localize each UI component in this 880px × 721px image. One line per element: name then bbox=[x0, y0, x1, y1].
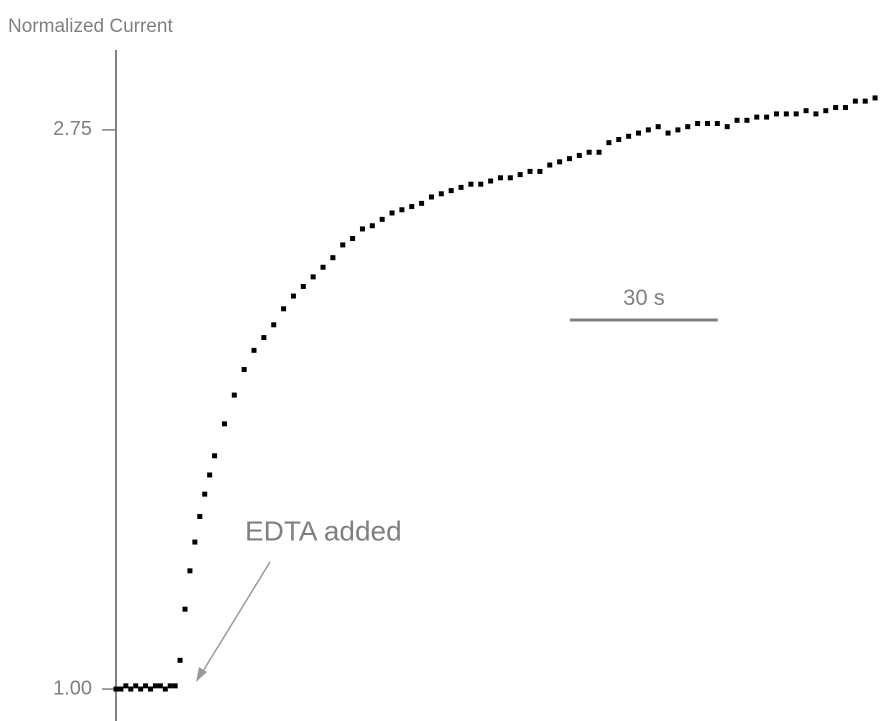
data-point bbox=[507, 175, 513, 181]
data-point bbox=[783, 111, 789, 117]
data-point bbox=[148, 686, 154, 692]
data-point bbox=[187, 568, 193, 574]
data-point bbox=[281, 306, 287, 312]
data-point bbox=[517, 172, 523, 178]
data-point bbox=[852, 98, 858, 104]
arrow-head bbox=[196, 667, 207, 682]
data-point bbox=[665, 130, 671, 136]
data-point bbox=[537, 168, 543, 174]
data-point bbox=[290, 293, 296, 299]
data-point bbox=[488, 178, 494, 184]
data-point bbox=[764, 114, 770, 120]
data-point bbox=[202, 491, 208, 497]
data-point bbox=[714, 120, 720, 126]
y-tick-label: 1.00 bbox=[53, 677, 92, 699]
data-point bbox=[251, 347, 257, 353]
data-point bbox=[118, 686, 124, 692]
data-point bbox=[734, 117, 740, 123]
data-point bbox=[744, 117, 750, 123]
data-point bbox=[448, 188, 454, 194]
data-point bbox=[389, 210, 395, 216]
data-point bbox=[310, 274, 316, 280]
data-point bbox=[330, 255, 336, 261]
data-point bbox=[399, 207, 405, 213]
data-point bbox=[773, 111, 779, 117]
data-point bbox=[655, 124, 661, 130]
data-point bbox=[162, 686, 168, 692]
data-point bbox=[419, 200, 425, 206]
data-point bbox=[675, 127, 681, 133]
data-point bbox=[359, 226, 365, 232]
data-point bbox=[438, 191, 444, 197]
data-point bbox=[793, 111, 799, 117]
data-point bbox=[803, 108, 809, 114]
data-point bbox=[167, 683, 173, 689]
data-point bbox=[192, 539, 198, 545]
data-point bbox=[350, 236, 356, 242]
data-point bbox=[596, 149, 602, 155]
data-point bbox=[241, 367, 247, 373]
data-point bbox=[586, 149, 592, 155]
data-point bbox=[221, 421, 227, 427]
data-point bbox=[271, 322, 277, 328]
data-point bbox=[527, 168, 533, 174]
data-point bbox=[724, 124, 730, 130]
data-point bbox=[754, 114, 760, 120]
data-point bbox=[261, 335, 267, 341]
data-point bbox=[635, 130, 641, 136]
data-point bbox=[128, 686, 134, 692]
data-point bbox=[182, 606, 188, 612]
data-point bbox=[576, 152, 582, 158]
data-point bbox=[616, 136, 622, 142]
data-point bbox=[212, 453, 218, 459]
data-point bbox=[197, 514, 203, 520]
data-point bbox=[409, 204, 415, 210]
data-point bbox=[704, 120, 710, 126]
data-point bbox=[645, 127, 651, 133]
data-point bbox=[695, 120, 701, 126]
data-point bbox=[320, 264, 326, 270]
data-point bbox=[842, 105, 848, 111]
data-point bbox=[123, 683, 129, 689]
data-point bbox=[862, 98, 868, 104]
data-point bbox=[497, 175, 503, 181]
data-point bbox=[379, 216, 385, 222]
data-point bbox=[833, 105, 839, 111]
data-point bbox=[143, 683, 149, 689]
data-point bbox=[458, 184, 464, 190]
data-point bbox=[113, 686, 119, 692]
data-point bbox=[340, 242, 346, 248]
annotation: EDTA added bbox=[245, 515, 402, 546]
data-point bbox=[547, 162, 553, 168]
y-axis-label: Normalized Current bbox=[8, 16, 173, 37]
data-point bbox=[685, 124, 691, 130]
data-point bbox=[478, 181, 484, 187]
data-point bbox=[823, 108, 829, 114]
data-point bbox=[300, 283, 306, 289]
data-point bbox=[566, 156, 572, 162]
y-tick-label: 2.75 bbox=[53, 118, 92, 140]
data-point bbox=[177, 657, 183, 663]
data-point bbox=[626, 133, 632, 139]
annotation-arrow bbox=[199, 561, 271, 677]
data-point bbox=[152, 683, 158, 689]
scale-bar-label: 30 s bbox=[623, 285, 665, 310]
data-point bbox=[231, 392, 237, 398]
data-point bbox=[606, 140, 612, 146]
data-point bbox=[172, 683, 178, 689]
data-point bbox=[557, 159, 563, 165]
data-point bbox=[157, 683, 163, 689]
data-point bbox=[138, 686, 144, 692]
data-point bbox=[133, 683, 139, 689]
data-point bbox=[207, 472, 213, 478]
data-point bbox=[813, 111, 819, 117]
data-point bbox=[369, 223, 375, 229]
data-point bbox=[872, 95, 878, 101]
data-point bbox=[468, 181, 474, 187]
data-point bbox=[428, 194, 434, 200]
